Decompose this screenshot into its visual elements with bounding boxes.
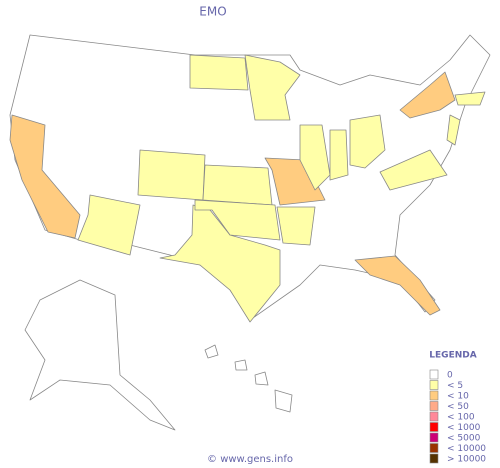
legend-label: < 1000 (447, 423, 481, 433)
legend-title: LEGENDA (429, 351, 476, 361)
legend-label: < 100 (447, 413, 475, 423)
legend-swatch (429, 443, 439, 453)
legend-label: < 50 (447, 402, 469, 412)
legend-label: < 10000 (447, 444, 486, 454)
legend-label: 0 (447, 371, 453, 381)
legend-swatch (429, 432, 439, 443)
legend-swatch (429, 380, 439, 390)
legend-label: > 10000 (447, 455, 486, 465)
legend: 0< 5< 10< 50< 100< 1000< 5000< 10000> 10… (429, 369, 486, 465)
map-title: EMO (199, 5, 226, 19)
legend-swatch (429, 411, 439, 422)
legend-swatch (429, 422, 439, 432)
footer: © www.gens.info (207, 454, 293, 465)
legend-label: < 10 (447, 392, 469, 402)
legend-swatch (429, 453, 439, 464)
legend-label: < 5 (447, 381, 463, 391)
legend-swatch (429, 401, 439, 411)
usa-map (9, 34, 491, 431)
legend-label: < 5000 (447, 434, 481, 444)
legend-swatch (429, 369, 439, 380)
legend-swatch (429, 390, 439, 401)
